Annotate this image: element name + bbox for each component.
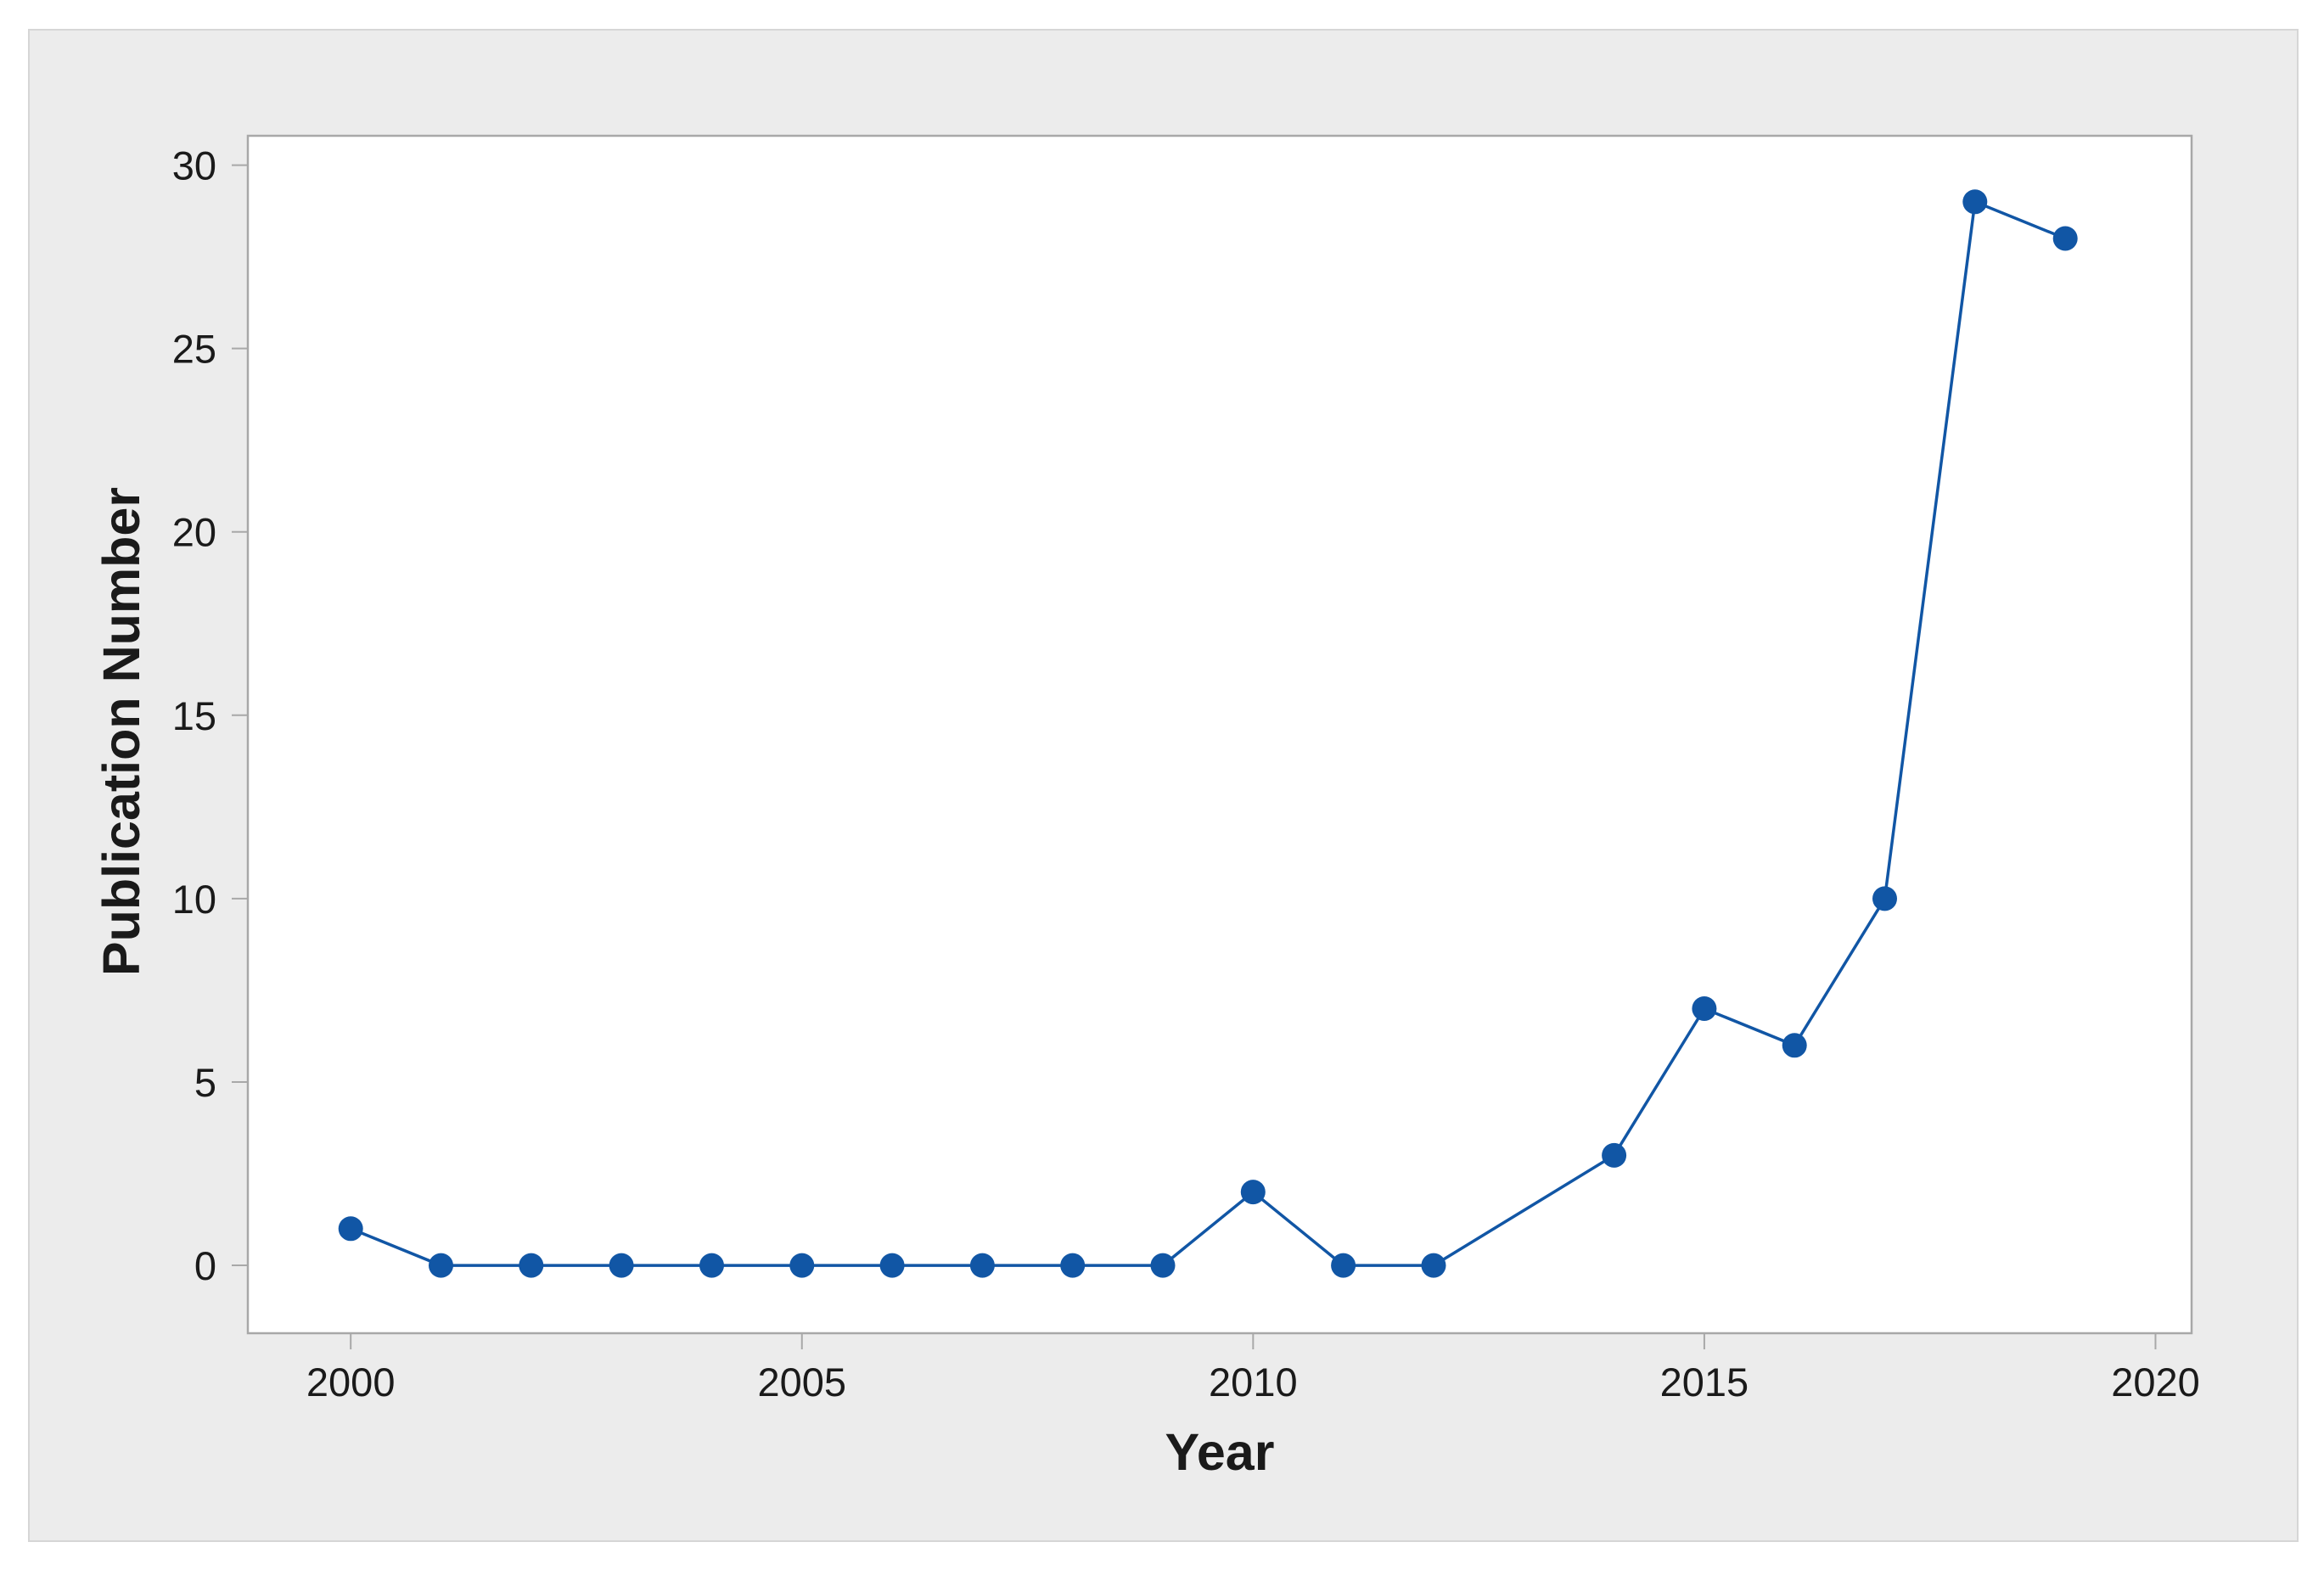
data-point [969, 1253, 995, 1278]
data-point [1962, 189, 1988, 215]
data-point [429, 1253, 453, 1278]
y-tick-label: 25 [172, 327, 216, 372]
data-point [1331, 1253, 1356, 1278]
data-point [519, 1253, 544, 1278]
data-point [879, 1253, 905, 1278]
data-point [2052, 226, 2078, 251]
x-tick-label: 2015 [1660, 1360, 1749, 1405]
y-tick-label: 15 [172, 693, 216, 738]
y-tick-label: 0 [194, 1243, 216, 1288]
x-tick-label: 2020 [2111, 1360, 2200, 1405]
data-point [1692, 996, 1717, 1021]
plot-border [246, 134, 2193, 1335]
data-point [789, 1253, 815, 1278]
data-point [1060, 1253, 1086, 1278]
x-tick-label: 2005 [757, 1360, 846, 1405]
data-point [1872, 886, 1897, 911]
data-point [1602, 1142, 1627, 1168]
x-tick-label: 2010 [1209, 1360, 1298, 1405]
y-tick-label: 20 [172, 510, 216, 555]
data-point [1150, 1253, 1176, 1278]
y-axis-title: Publication Number [93, 486, 150, 977]
y-tick-label: 30 [172, 143, 216, 188]
data-point [1782, 1033, 1807, 1058]
x-axis-title: Year [1165, 1423, 1275, 1481]
data-point [1240, 1180, 1266, 1205]
y-tick-label: 10 [172, 877, 216, 922]
data-point [338, 1216, 363, 1242]
y-tick-label: 5 [194, 1060, 216, 1105]
data-point [1421, 1253, 1446, 1278]
x-tick-label: 2000 [306, 1360, 396, 1405]
data-point [609, 1253, 634, 1278]
data-point [699, 1253, 724, 1278]
